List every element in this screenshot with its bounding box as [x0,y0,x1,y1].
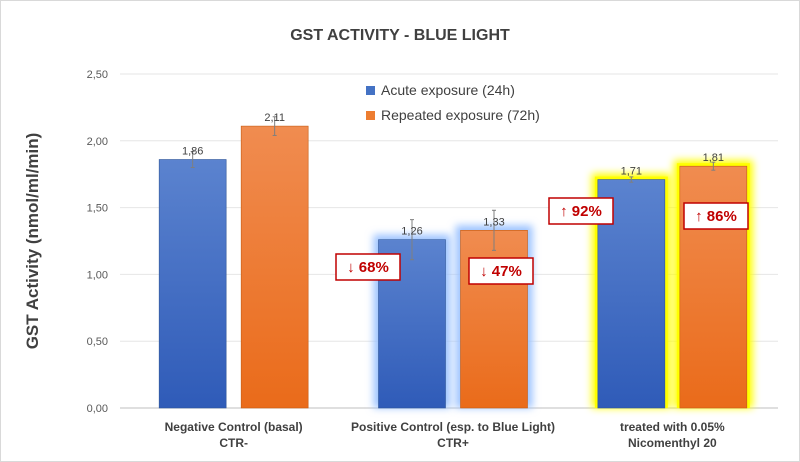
bar-repeated [240,125,309,409]
y-tick-label: 1,50 [87,203,108,215]
legend-swatch-acute [366,86,375,95]
svg-text:↓ 68%: ↓ 68% [347,259,389,276]
legend-swatch-repeated [366,111,375,120]
svg-text:↓ 47%: ↓ 47% [480,263,522,280]
x-tick-label: CTR+ [437,436,469,450]
legend: Acute exposure (24h) Repeated exposure (… [366,82,540,123]
x-tick-label: treated with 0.05% [620,420,725,434]
data-label: 1,86 [182,146,203,158]
x-tick-label: Nicomenthyl 20 [628,436,717,450]
x-tick-label: Negative Control (basal) [165,420,303,434]
bar-acute [158,159,227,409]
legend-label-repeated: Repeated exposure (72h) [381,107,540,123]
y-tick-label: 2,50 [87,69,108,81]
change-annotation: ↓ 47% [468,257,534,285]
data-label: 1,33 [483,216,504,228]
y-axis-label: GST Activity (nmol/ml/min) [23,133,42,350]
y-tick-label: 0,00 [87,403,108,415]
data-label: 1,26 [401,226,422,238]
data-label: 1,81 [703,152,724,164]
legend-label-acute: Acute exposure (24h) [381,82,515,98]
bar-repeated [460,230,528,409]
y-tick-label: 2,00 [87,136,108,148]
data-label: 2,11 [264,112,285,124]
svg-text:↑ 92%: ↑ 92% [560,203,602,220]
change-annotation: ↑ 92% [548,197,614,225]
change-annotation: ↑ 86% [683,202,749,230]
change-annotation: ↓ 68% [335,253,401,281]
y-tick-label: 0,50 [87,336,108,348]
data-label: 1,71 [621,166,642,178]
y-tick-label: 1,00 [87,269,108,281]
svg-text:↑ 86%: ↑ 86% [695,208,737,225]
chart-title: GST ACTIVITY - BLUE LIGHT [290,27,510,44]
x-tick-label: CTR- [219,436,248,450]
x-tick-label: Positive Control (esp. to Blue Light) [351,420,555,434]
